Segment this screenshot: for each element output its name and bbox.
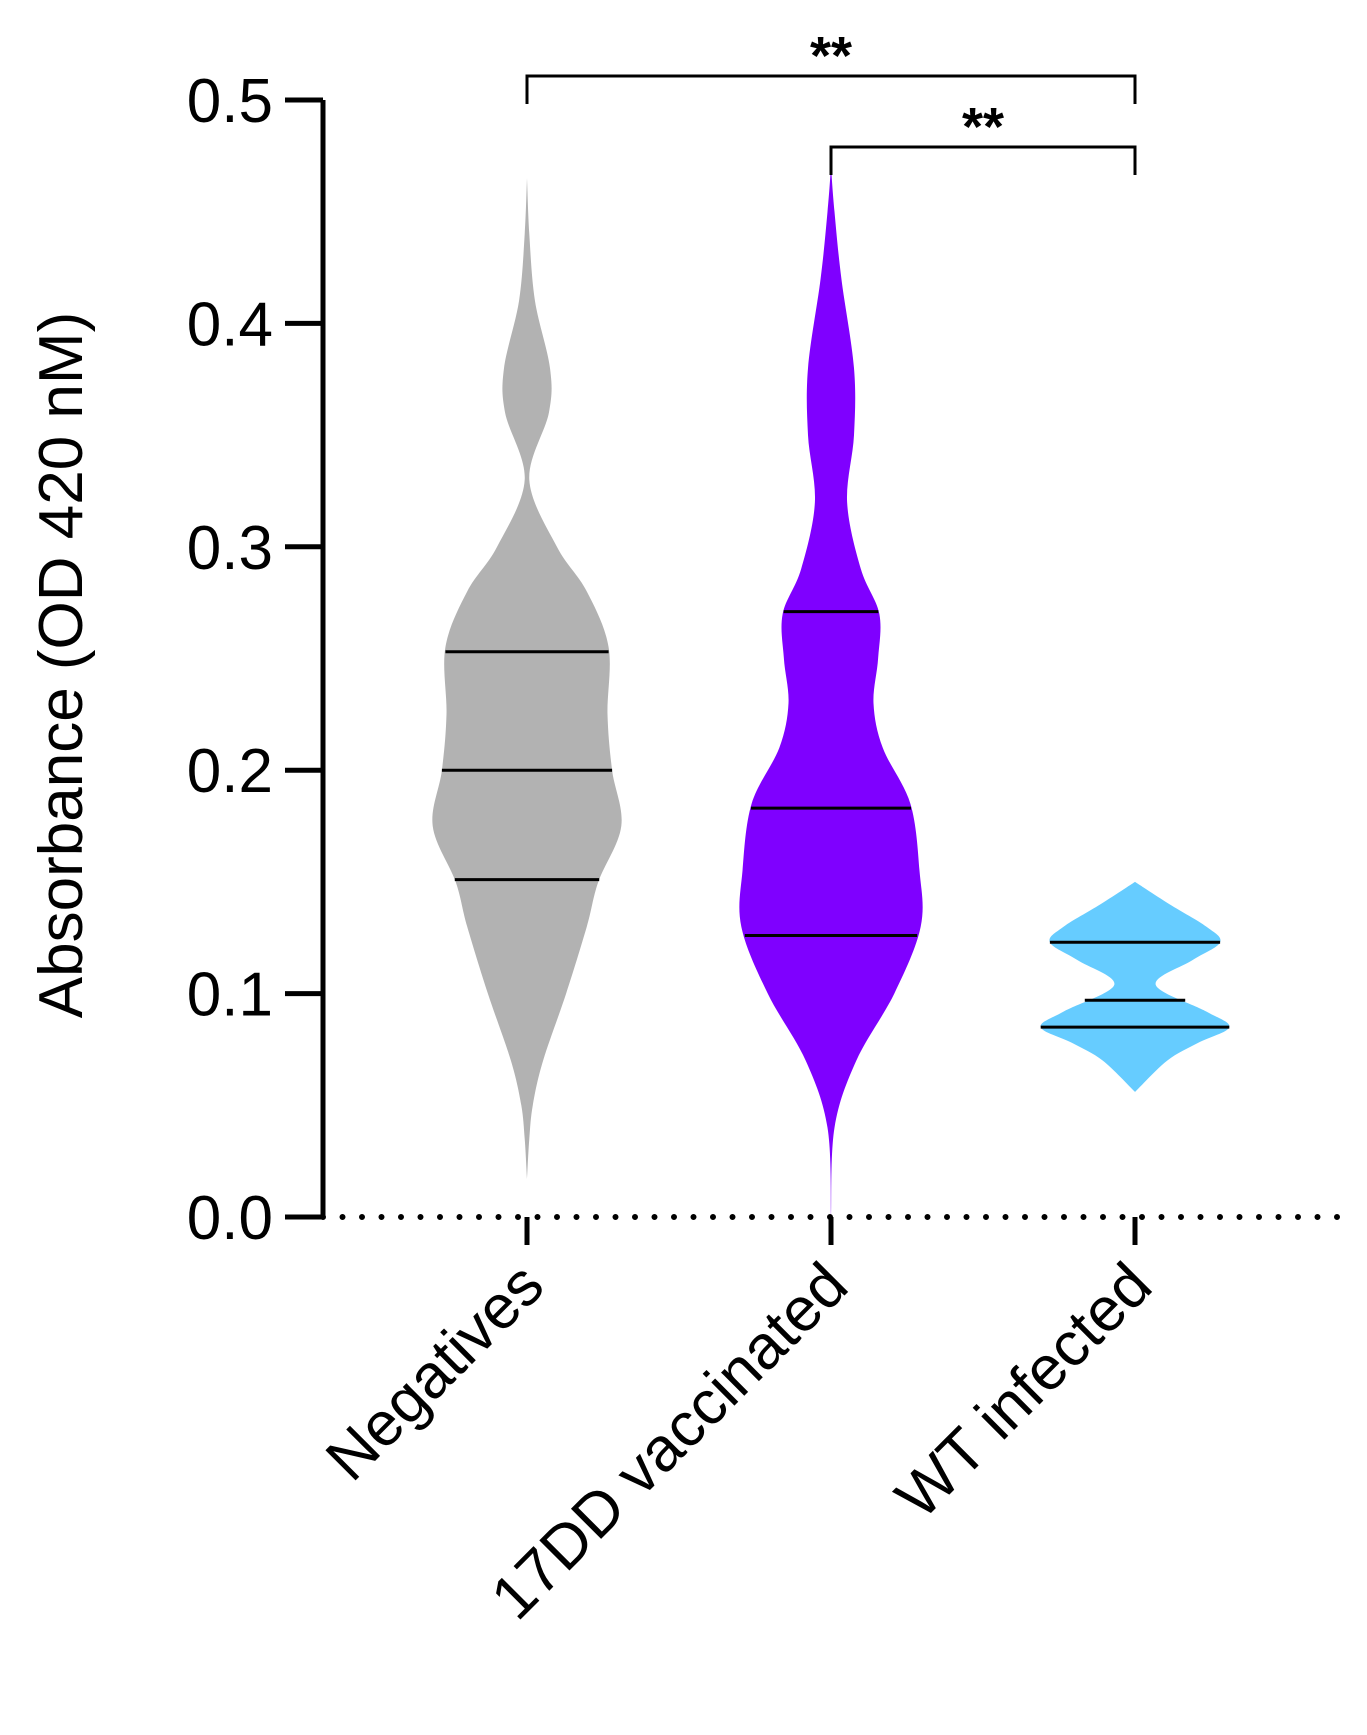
significance-label: **	[962, 97, 1004, 157]
significance-layer: ** **	[525, 26, 1137, 175]
significance-label: **	[810, 26, 852, 86]
y-tick-label: 0.1	[187, 961, 273, 1030]
significance-bracket	[829, 145, 1137, 175]
y-tick-label: 0.3	[187, 514, 273, 583]
violin-negatives	[432, 178, 622, 1179]
x-category-label: Negatives	[313, 1250, 557, 1494]
y-tick-label: 0.4	[187, 290, 273, 359]
violin-wt-infected	[1040, 881, 1230, 1092]
significance-bracket	[525, 74, 1137, 104]
violins-layer	[432, 167, 1230, 1217]
y-tick-label: 0.5	[187, 67, 273, 136]
violin-17dd-vaccinated	[739, 167, 923, 1217]
y-axis-title: Absorbance (OD 420 nM)	[27, 312, 96, 1018]
y-tick-label: 0.2	[187, 737, 273, 806]
x-category-label: WT infected	[883, 1250, 1165, 1532]
y-tick-label: 0.0	[187, 1184, 273, 1253]
